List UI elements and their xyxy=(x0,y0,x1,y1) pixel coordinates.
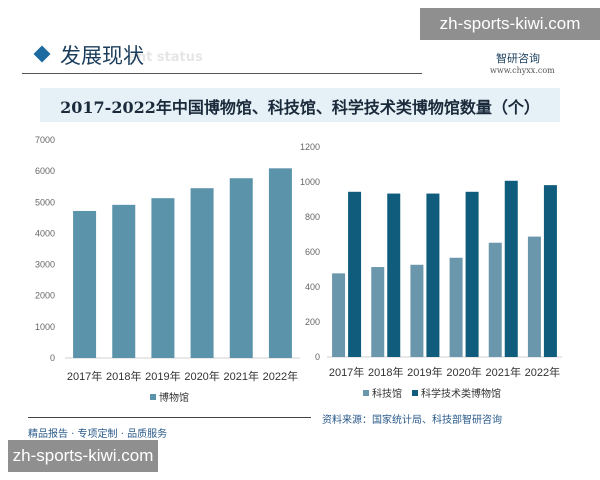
bar-科学技术类博物馆-2021年 xyxy=(504,180,518,357)
x-tick-label: 2022年 xyxy=(263,369,298,383)
y-tick-label: 0 xyxy=(315,352,320,362)
watermark-bottom: zh-sports-kiwi.com xyxy=(8,440,158,472)
y-tick-label: 600 xyxy=(305,247,320,257)
y-tick-label: 3000 xyxy=(35,260,55,270)
bar-科技馆-2018年 xyxy=(371,267,385,357)
bar-博物馆-2019年 xyxy=(151,198,175,358)
logo: 智研咨询 xyxy=(496,52,540,65)
bar-科技馆-2020年 xyxy=(449,257,463,357)
bar-科技馆-2017年 xyxy=(332,273,346,357)
watermark-top: zh-sports-kiwi.com xyxy=(420,8,600,40)
x-tick-label: 2017年 xyxy=(67,369,102,383)
y-tick-label: 800 xyxy=(305,212,320,222)
bar-博物馆-2017年 xyxy=(73,210,97,358)
bar-科技馆-2021年 xyxy=(488,242,502,357)
y-tick-label: 400 xyxy=(305,282,320,292)
x-tick-label: 2021年 xyxy=(486,365,521,379)
legend-swatch xyxy=(150,394,156,400)
chart-title: 2017-2022年中国博物馆、科技馆、科学技术类博物馆数量（个） xyxy=(60,98,540,117)
legend-swatch xyxy=(363,390,369,396)
bar-科技馆-2022年 xyxy=(527,236,541,357)
x-tick-label: 2018年 xyxy=(106,369,141,383)
bar-科学技术类博物馆-2020年 xyxy=(465,191,479,357)
header-divider xyxy=(22,73,422,74)
footer-divider xyxy=(28,417,311,418)
x-tick-label: 2020年 xyxy=(446,365,481,379)
bar-科技馆-2019年 xyxy=(410,264,424,357)
y-tick-label: 6000 xyxy=(35,166,55,176)
slogan: 精品报告 · 专项定制 · 品质服务 xyxy=(28,429,168,440)
bar-科学技术类博物馆-2019年 xyxy=(426,193,440,357)
bar-科学技术类博物馆-2018年 xyxy=(387,193,401,357)
y-tick-label: 200 xyxy=(305,317,320,327)
bar-博物馆-2022年 xyxy=(268,168,292,358)
x-tick-label: 2019年 xyxy=(145,369,180,383)
bar-博物馆-2021年 xyxy=(229,178,253,358)
bar-博物馆-2020年 xyxy=(190,188,214,358)
legend-label: 科技馆 xyxy=(372,387,402,400)
x-tick-label: 2021年 xyxy=(224,369,259,383)
y-tick-label: 5000 xyxy=(35,197,55,207)
title-band xyxy=(40,88,560,122)
y-tick-label: 4000 xyxy=(35,228,55,238)
y-tick-label: 7000 xyxy=(35,135,55,145)
y-tick-label: 1200 xyxy=(300,142,320,152)
section-subtitle: ent status xyxy=(128,50,203,65)
source-note: 资料来源：国家统计局、科技部智研咨询 xyxy=(322,415,502,426)
y-tick-label: 1000 xyxy=(300,177,320,187)
bar-博物馆-2018年 xyxy=(112,204,136,358)
logo-url: www.chyxx.com xyxy=(490,66,555,75)
section-title: 发展现状 xyxy=(60,44,144,68)
x-tick-label: 2022年 xyxy=(525,365,560,379)
y-tick-label: 2000 xyxy=(35,291,55,301)
x-tick-label: 2020年 xyxy=(184,369,219,383)
x-tick-label: 2018年 xyxy=(368,365,403,379)
x-tick-label: 2019年 xyxy=(407,365,442,379)
legend-label: 科学技术类博物馆 xyxy=(421,387,501,400)
legend-swatch xyxy=(412,390,418,396)
y-tick-label: 0 xyxy=(50,353,55,363)
x-tick-label: 2017年 xyxy=(329,365,364,379)
bar-科学技术类博物馆-2017年 xyxy=(348,191,362,357)
y-tick-label: 1000 xyxy=(35,322,55,332)
bar-科学技术类博物馆-2022年 xyxy=(543,185,557,357)
legend-label: 博物馆 xyxy=(159,391,189,404)
